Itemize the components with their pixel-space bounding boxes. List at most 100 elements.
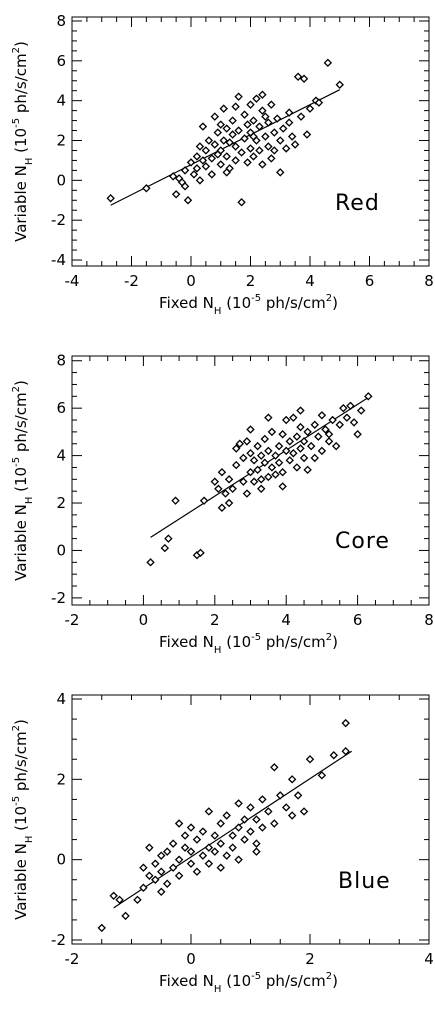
data-point <box>364 392 373 401</box>
data-point <box>224 475 234 484</box>
data-point <box>145 871 154 880</box>
data-point <box>276 168 285 177</box>
data-point <box>306 441 316 451</box>
x-axis-label-subscript: H <box>214 306 222 317</box>
data-point <box>207 170 217 179</box>
data-point <box>246 144 255 153</box>
data-point <box>246 425 255 434</box>
data-point <box>264 118 273 127</box>
data-point <box>242 437 252 446</box>
y-tick-label: 0 <box>56 171 66 189</box>
data-point <box>186 158 196 167</box>
data-point <box>228 831 237 840</box>
data-point <box>260 458 269 467</box>
data-point <box>210 112 220 121</box>
y-tick-label: -2 <box>51 589 66 607</box>
y-axis-label-units: ph/s/cm <box>12 392 30 457</box>
data-point <box>216 160 225 169</box>
data-point <box>231 102 240 111</box>
data-point <box>222 168 231 177</box>
data-point <box>329 751 339 760</box>
y-tick-label: 6 <box>56 399 66 417</box>
x-tick-label: 2 <box>210 611 220 629</box>
fit-line <box>113 750 352 909</box>
data-point <box>324 437 334 446</box>
data-point <box>256 451 266 460</box>
data-point <box>231 142 240 151</box>
data-point <box>299 437 309 446</box>
data-point <box>145 843 154 852</box>
x-axis-label: Fixed NH (10-5 ph/s/cm2) <box>159 632 338 656</box>
y-tick-label: 8 <box>56 12 66 30</box>
y-axis-label: Variable NH (10-5 ph/s/cm2) <box>11 380 35 581</box>
y-axis-label-main: Variable N <box>12 165 30 242</box>
data-point <box>273 114 282 123</box>
data-point <box>139 863 148 872</box>
data-point <box>323 58 333 68</box>
data-point <box>232 444 241 453</box>
data-point <box>234 823 243 832</box>
data-point <box>210 831 220 840</box>
data-point <box>201 146 211 155</box>
data-point <box>285 437 294 446</box>
data-point <box>246 827 255 836</box>
data-point <box>264 446 273 456</box>
data-point <box>142 184 151 193</box>
plot-frame <box>71 16 430 267</box>
plot-frame <box>71 355 430 606</box>
data-point <box>290 140 300 149</box>
data-point <box>267 100 276 109</box>
data-point <box>249 116 258 125</box>
data-point <box>183 196 193 205</box>
data-point <box>174 855 184 864</box>
data-point <box>252 847 261 856</box>
data-point <box>260 434 269 444</box>
data-point <box>186 847 196 856</box>
y-axis-label-paren: (10 <box>12 467 30 497</box>
data-point <box>115 895 124 905</box>
data-point <box>314 98 324 107</box>
data-point <box>339 403 348 413</box>
x-axis-label-subscript: H <box>214 984 222 995</box>
data-point <box>180 843 190 852</box>
x-axis-label-units: ph/s/cm <box>261 294 326 312</box>
data-point <box>246 449 255 458</box>
data-point <box>305 755 315 764</box>
data-point <box>198 827 208 836</box>
data-point <box>121 911 130 921</box>
data-point <box>199 496 209 505</box>
data-point <box>335 420 344 429</box>
x-axis-label-square: 2 <box>326 293 332 304</box>
data-point <box>219 136 228 145</box>
data-point <box>192 152 202 161</box>
data-point <box>157 887 166 897</box>
data-point <box>216 839 225 848</box>
data-point <box>271 451 280 460</box>
data-point <box>255 146 264 155</box>
data-point <box>228 116 237 125</box>
data-point <box>249 132 258 141</box>
data-point <box>240 815 249 824</box>
data-point <box>335 80 344 89</box>
data-point <box>207 154 217 163</box>
x-tick-label: -2 <box>65 611 80 629</box>
data-point <box>341 747 350 756</box>
data-point <box>281 803 291 812</box>
data-point <box>216 863 225 872</box>
data-point <box>198 851 208 860</box>
y-tick-label: -4 <box>51 251 66 269</box>
x-tick-label: 2 <box>305 950 315 968</box>
data-point <box>180 166 190 175</box>
y-tick-label: 2 <box>56 132 66 150</box>
x-tick-label: 0 <box>186 272 196 290</box>
data-point <box>258 106 267 115</box>
data-point <box>160 543 170 553</box>
data-point <box>270 763 279 772</box>
data-point <box>267 463 277 472</box>
data-point <box>217 467 227 477</box>
data-point <box>249 477 259 486</box>
data-point <box>242 489 252 498</box>
data-point <box>267 427 277 437</box>
